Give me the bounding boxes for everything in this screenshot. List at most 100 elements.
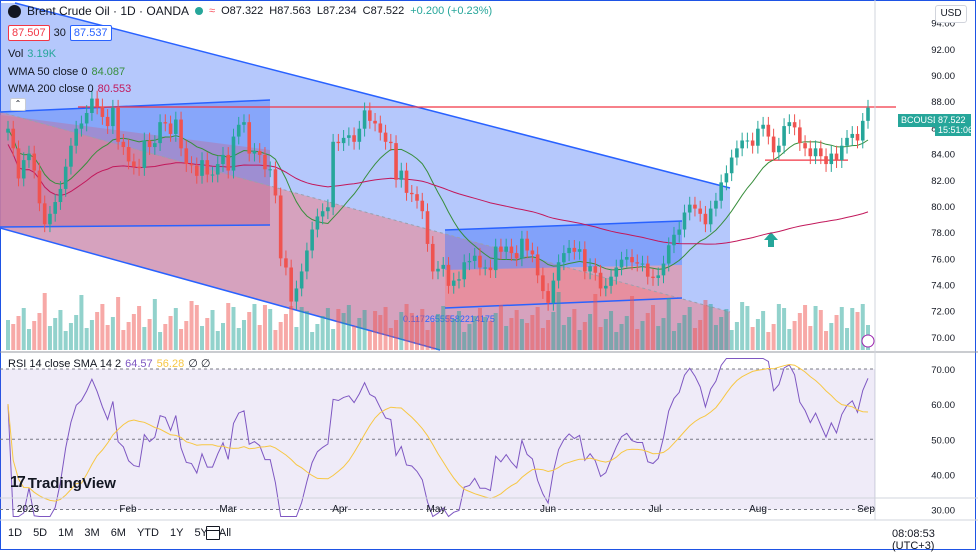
volume-bar (231, 307, 236, 350)
volume-bar (671, 331, 676, 350)
tradingview-logo[interactable]: 17 TradingView (10, 474, 116, 492)
volume-bar (221, 323, 225, 350)
volume-bar (388, 328, 393, 350)
volume-bar (493, 313, 498, 350)
candle-body (630, 257, 634, 263)
volume-bar (68, 323, 73, 350)
rsi-panel[interactable]: 30.00 40.00 50.00 60.00 70.00 (0, 358, 955, 518)
candle-body (803, 143, 807, 149)
collapse-legend-button[interactable]: ⌃ (10, 98, 26, 111)
volume-bar (430, 322, 435, 350)
candle-body (383, 132, 388, 142)
volume-bar (745, 306, 750, 350)
candle-body (682, 212, 687, 230)
candle-body (609, 276, 613, 286)
candle-body (425, 211, 430, 244)
time-tick-label: Sep (857, 504, 875, 515)
volume-bar (561, 325, 566, 350)
volume-bar (813, 306, 818, 350)
candle-body (347, 135, 351, 138)
candle-body (231, 136, 236, 171)
price-tick-label: 78.00 (931, 228, 955, 239)
time-axis[interactable]: 2023 Feb Mar Apr May Jun Jul Aug Sep (0, 334, 978, 521)
volume-bar (331, 329, 336, 350)
volume-bar (394, 320, 399, 350)
volume-bar (137, 306, 142, 350)
candle-body (420, 200, 425, 212)
candle-body (399, 170, 404, 180)
candle-body (48, 213, 52, 225)
clock[interactable]: 08:08:53 (UTC+3) (892, 528, 935, 552)
range-button-5d[interactable]: 5D (33, 527, 48, 539)
range-button-3m[interactable]: 3M (84, 527, 100, 539)
channel-drawings[interactable]: 0.11726555582214175 (0, 2, 896, 351)
currency-button[interactable]: USD (935, 5, 967, 23)
price-tick-label: 70.00 (931, 333, 955, 344)
candle-body (430, 243, 435, 272)
buy-button[interactable]: 87.537 (69, 25, 112, 41)
volume-bar (708, 304, 713, 350)
candle-body (16, 148, 21, 179)
candle-body (373, 120, 377, 124)
volume-bar (268, 309, 273, 350)
candle-body (677, 229, 682, 235)
candle-body (278, 195, 283, 259)
volume-bar (776, 304, 781, 350)
rsi-legend[interactable]: RSI 14 close SMA 14 2 64.57 56.28 ∅ ∅ (8, 357, 210, 370)
volume-bar (283, 314, 288, 350)
volume-bar (619, 324, 624, 350)
volume-bar (121, 330, 126, 350)
candle-body (79, 123, 84, 129)
volume-legend[interactable]: Vol 3.19K (8, 48, 56, 60)
range-button-6m[interactable]: 6M (110, 527, 126, 539)
range-button-all[interactable]: All (218, 527, 232, 539)
volume-bar (577, 330, 582, 350)
last-price-tag: 87.522 15:51:06 (935, 114, 973, 136)
volume-bar (803, 305, 808, 350)
wma200-legend[interactable]: WMA 200 close 0 80.553 (8, 83, 131, 95)
volume-bar (42, 293, 47, 350)
volume-bar (666, 298, 671, 350)
wma50-legend[interactable]: WMA 50 close 0 84.087 (8, 66, 125, 78)
calendar-icon[interactable] (206, 526, 220, 540)
volume-bar (152, 299, 157, 350)
range-button-1m[interactable]: 1M (58, 527, 74, 539)
volume-bar (168, 316, 173, 350)
volume-bar (241, 320, 246, 350)
symbol-title[interactable]: Brent Crude Oil · 1D · OANDA (27, 4, 190, 18)
candle-body (719, 182, 723, 201)
volume-bar (782, 308, 787, 350)
volume-bar (845, 328, 850, 350)
candle-body (142, 140, 147, 168)
candle-body (111, 107, 115, 127)
candle-body (693, 204, 697, 209)
volume-bar (205, 318, 210, 350)
price-tick-label: 92.00 (931, 45, 955, 56)
candlesticks[interactable] (6, 90, 870, 311)
candle-body (588, 266, 592, 272)
price-tick-label: 76.00 (931, 254, 955, 265)
candle-body (483, 267, 487, 269)
candle-body (362, 110, 367, 129)
wma50-value: 84.087 (91, 66, 126, 78)
volume-bar (834, 315, 839, 350)
candle-body (535, 254, 540, 276)
range-button-1y[interactable]: 1Y (169, 527, 184, 539)
candle-body (53, 202, 57, 214)
moving-averages (7, 128, 869, 271)
range-button-ytd[interactable]: YTD (136, 527, 159, 539)
volume-bar (320, 316, 325, 350)
candle-body (357, 128, 362, 142)
sell-button[interactable]: 87.507 (8, 25, 50, 41)
candle-body (27, 153, 31, 161)
volume-bar (215, 331, 220, 350)
range-button-5y[interactable]: 5Y (194, 527, 208, 539)
volume-bar (210, 310, 215, 350)
candle-body (457, 279, 461, 281)
high-value: H87.563 (269, 5, 311, 17)
volume-bar (436, 314, 440, 350)
rsi-label: RSI 14 close SMA 14 2 (8, 358, 122, 370)
range-button-1d[interactable]: 1D (8, 527, 23, 539)
candle-body (11, 128, 16, 149)
